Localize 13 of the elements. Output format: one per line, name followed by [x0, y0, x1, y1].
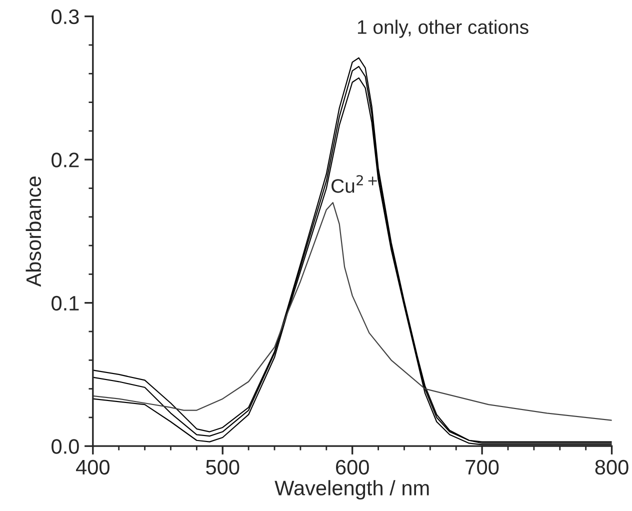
y-axis-title: Absorbance — [26, 176, 42, 287]
x-tick-label: 600 — [336, 460, 369, 475]
y-tick-label: 0.2 — [52, 152, 79, 168]
y-tick-label: 0.1 — [52, 296, 79, 311]
y-tick-label: 0.0 — [52, 439, 79, 454]
x-axis-title: Wavelength / nm — [274, 480, 429, 500]
y-tick-label: 0.3 — [52, 9, 79, 24]
x-tick-label: 800 — [595, 460, 628, 475]
annotation: 1 only, other cations — [358, 20, 528, 38]
x-tick-label: 500 — [206, 460, 240, 475]
annotation: Cu$^{2+}$ — [332, 175, 377, 193]
x-tick-label: 700 — [466, 460, 499, 475]
x-tick-label: 400 — [76, 460, 110, 475]
